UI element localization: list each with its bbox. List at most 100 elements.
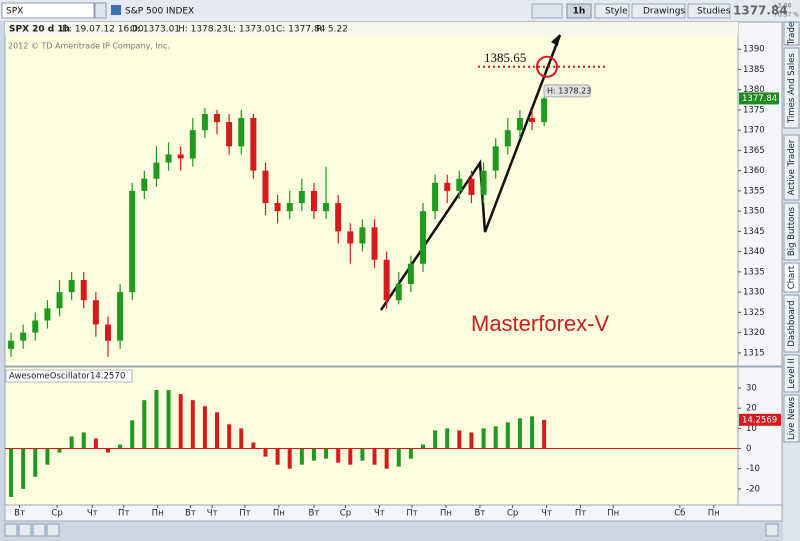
candle-body: [310, 190, 317, 212]
candle-body: [80, 279, 87, 301]
oscillator-bar: [481, 428, 486, 449]
symbol-description: S&P 500 INDEX: [125, 7, 194, 17]
x-tick-label: Пт: [118, 509, 129, 519]
x-tick-label: Сб: [674, 509, 685, 519]
x-tick-label: Пн: [607, 509, 619, 519]
oscillator-bar: [190, 400, 195, 449]
y-tick-label: 0: [746, 444, 751, 454]
candle-body: [541, 98, 548, 123]
control-button[interactable]: [4, 523, 18, 537]
info-bar: [5, 22, 738, 35]
info-field: O: 1373.01: [130, 25, 180, 35]
candle-body: [286, 203, 293, 212]
info-field: H: 1378.23: [178, 25, 228, 35]
side-tab-label: Big Buttons: [787, 206, 797, 256]
oscillator-bar: [396, 448, 401, 467]
control-button[interactable]: [765, 523, 779, 537]
oscillator-panel: [4, 366, 739, 506]
candle-body: [274, 203, 281, 212]
candle-body: [92, 300, 99, 325]
symbol-box[interactable]: [1, 2, 95, 19]
side-tab[interactable]: [783, 354, 800, 393]
oscillator-bar: [57, 448, 62, 453]
candle-body: [226, 122, 233, 147]
candle-body: [383, 259, 390, 301]
symbol-dropdown[interactable]: [94, 2, 107, 19]
level-circle: [536, 55, 558, 78]
side-tab[interactable]: [783, 262, 800, 293]
y-tick-label: 1375: [743, 105, 765, 115]
study-param: 0: [120, 372, 125, 382]
candle-body: [504, 130, 511, 147]
side-tab[interactable]: [783, 47, 800, 129]
oscillator-bar: [311, 448, 316, 461]
candle-body: [407, 263, 414, 285]
candle-body: [419, 211, 426, 264]
side-tab-label: Chart: [787, 265, 797, 289]
oscillator-bar: [154, 390, 159, 449]
last-value-label: 14.2569: [742, 415, 777, 425]
side-tab[interactable]: [783, 134, 800, 201]
x-tick-label: Чт: [207, 509, 218, 519]
oscillator-bar: [239, 428, 244, 449]
candle-body: [104, 324, 111, 341]
copyright: 2012 © TD Ameritrade IP Company, Inc.: [8, 42, 170, 51]
candle-body: [214, 113, 221, 123]
x-tick-label: Пн: [152, 509, 164, 519]
side-tab-label: Level II: [787, 358, 797, 388]
info-field: L: 1373.01: [228, 25, 276, 35]
studies-button[interactable]: [687, 3, 731, 19]
y-tick-label: -20: [746, 484, 760, 494]
oscillator-bar: [215, 412, 220, 449]
x-tick-label: Чт: [374, 509, 385, 519]
oscillator-bar: [263, 448, 268, 457]
x-tick-label: Пн: [708, 509, 720, 519]
last-price-label: 1377.84: [742, 94, 777, 104]
oscillator-bar: [93, 438, 98, 449]
control-button[interactable]: [32, 523, 46, 537]
drawings-button[interactable]: [631, 3, 686, 19]
candle-body: [335, 203, 342, 232]
change: +5.06: [773, 3, 792, 10]
x-tick-label: Вт: [475, 509, 486, 519]
candle-body: [444, 182, 451, 191]
candle-body: [468, 178, 475, 195]
study-header[interactable]: [5, 369, 133, 383]
x-tick-label: Ср: [51, 509, 62, 519]
study-title: AwesomeOscillator: [9, 372, 90, 382]
oscillator-bar: [45, 448, 50, 465]
x-tick-label: Пт: [239, 509, 250, 519]
y-tick-label: 1315: [743, 348, 765, 358]
oscillator-bar: [178, 394, 183, 449]
last-price: 1377.84: [733, 4, 788, 18]
oscillator-bar: [445, 428, 450, 449]
timeframe-button[interactable]: [566, 3, 592, 19]
change-pct: +0.37 %: [773, 12, 799, 19]
level-label: 1385.65: [484, 50, 526, 65]
high-label: H: 1378.23: [547, 86, 591, 95]
studies-label: Studies: [697, 7, 731, 17]
oscillator-bar: [360, 448, 365, 461]
info-field: R: 5.22: [316, 25, 348, 35]
candle-body: [238, 118, 245, 147]
candle-body: [347, 231, 354, 244]
x-tick-label: Вт: [309, 509, 320, 519]
candle-body: [165, 154, 172, 163]
control-button[interactable]: [46, 523, 60, 537]
time-axis: [4, 504, 783, 522]
candle-body: [201, 113, 208, 131]
candle-body: [8, 340, 15, 349]
tool-icons[interactable]: [531, 3, 563, 19]
side-tab[interactable]: [783, 294, 800, 353]
style-button[interactable]: [594, 3, 630, 19]
x-tick-label: Пн: [440, 509, 452, 519]
oscillator-bar: [81, 432, 86, 449]
candle-body: [117, 292, 124, 341]
side-tab[interactable]: [783, 202, 800, 261]
control-button[interactable]: [18, 523, 32, 537]
side-tab[interactable]: [783, 394, 800, 443]
oscillator-bar: [251, 442, 256, 449]
y-tick-label: 1385: [743, 65, 765, 75]
side-tab[interactable]: [783, 21, 800, 46]
